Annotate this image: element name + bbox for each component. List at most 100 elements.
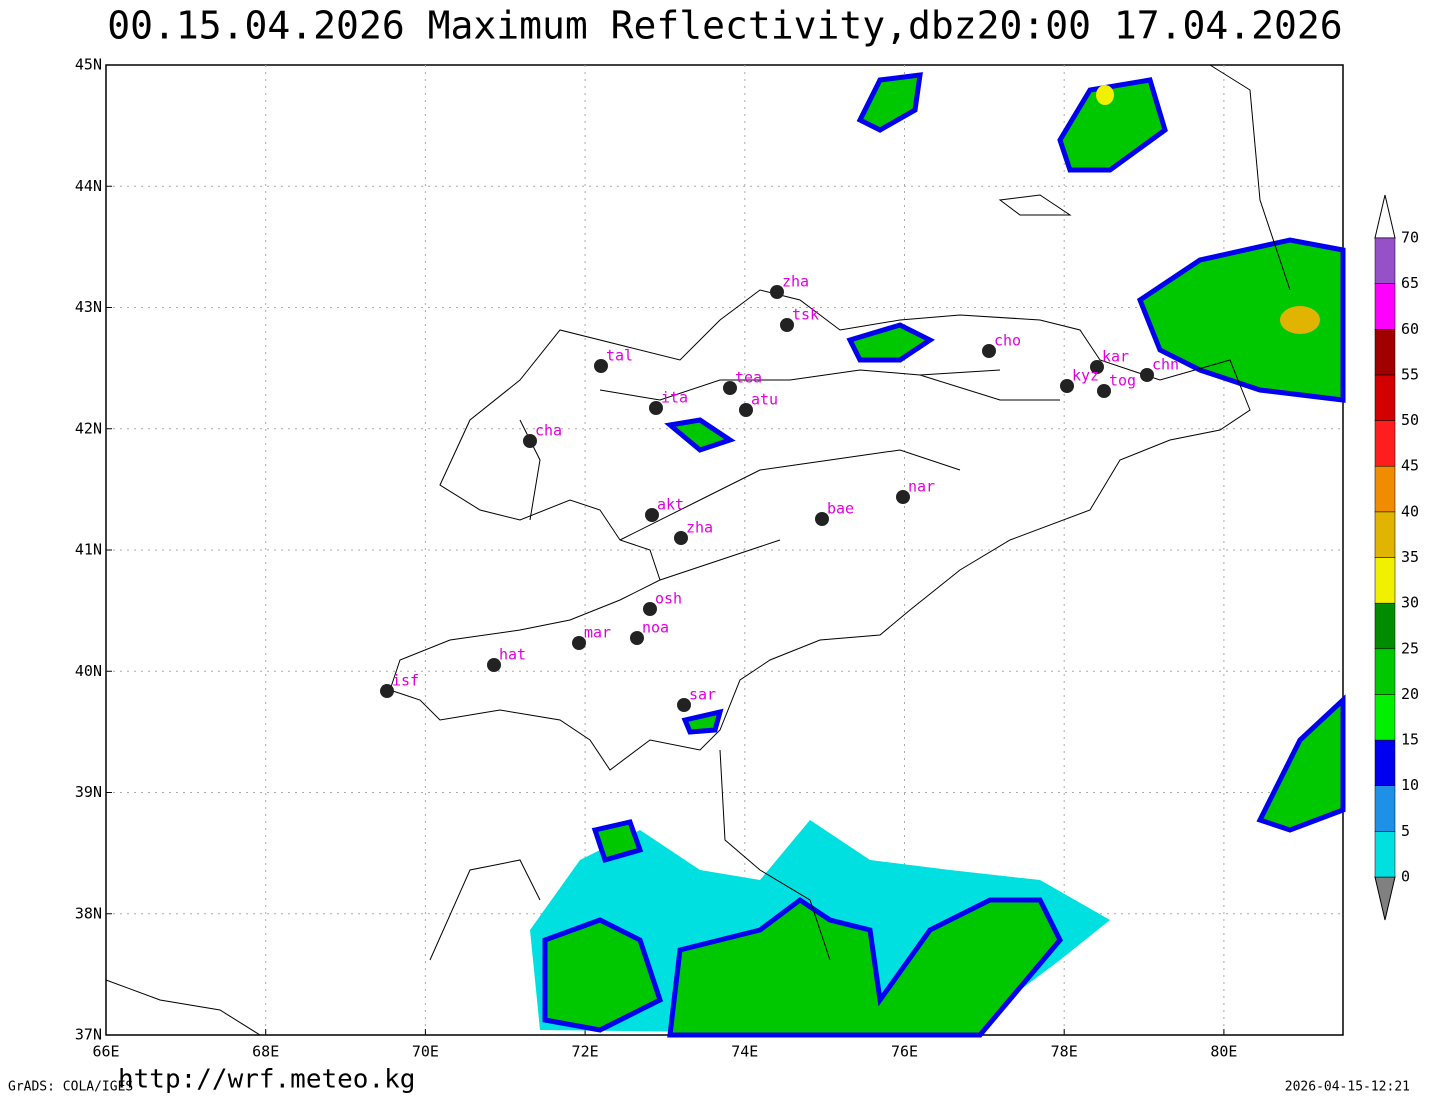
station-dot [674, 531, 688, 545]
echo-area [591, 819, 644, 864]
colorbar-label: 70 [1401, 229, 1419, 247]
station-dot [1140, 368, 1154, 382]
echo-area [1256, 694, 1346, 833]
station-dot [649, 401, 663, 415]
colorbar-top-arrow [1374, 194, 1396, 239]
radar-echoes [530, 72, 1346, 1038]
grid: 66E 68E 70E 72E 74E 76E 78E 80E 37N 38N 39N 40N 41N 4… [75, 56, 1343, 1061]
station-label: noa [642, 619, 669, 637]
lon-tick-label: 74E [731, 1043, 758, 1061]
station-label: isf [392, 672, 419, 690]
station-label: cha [535, 422, 562, 440]
station-label: tsk [792, 306, 819, 324]
colorbar-label: 40 [1401, 502, 1419, 520]
station-dot [487, 658, 501, 672]
lat-tick-label: 40N [75, 662, 102, 680]
echo-area [542, 917, 664, 1033]
echo-area [667, 896, 1063, 1038]
colorbar-box [1374, 374, 1396, 421]
colorbar-bottom-arrow [1374, 876, 1396, 921]
colorbar-label: 65 [1401, 274, 1419, 292]
country-border [105, 64, 1291, 1036]
station-label: nar [908, 478, 935, 496]
colorbar-box [1374, 557, 1396, 604]
station-label: atu [751, 391, 778, 409]
country-border [389, 289, 1251, 771]
station-dot [982, 344, 996, 358]
lat-tick-label: 37N [75, 1026, 102, 1044]
station-dot [572, 636, 586, 650]
colorbar-box [1374, 237, 1396, 284]
station-dot [1090, 360, 1104, 374]
station-dot [523, 434, 537, 448]
borders [105, 64, 1291, 1036]
colorbar-box [1374, 511, 1396, 558]
lon-tick-label: 72E [572, 1043, 599, 1061]
echo-area [856, 72, 923, 133]
lat-tick-label: 45N [75, 56, 102, 74]
station-dot [770, 285, 784, 299]
colorbar-label: 55 [1401, 365, 1419, 383]
colorbar-label: 60 [1401, 320, 1419, 338]
station-label: kar [1102, 348, 1129, 366]
colorbar-box [1374, 602, 1396, 650]
colorbar-label: 30 [1401, 594, 1419, 612]
map-title: 00.15.04.2026 Maximum Reflectivity,dbz20… [107, 4, 1342, 48]
colorbar-label: 35 [1401, 548, 1419, 566]
lat-tick-label: 39N [75, 783, 102, 801]
echo-area [664, 417, 736, 453]
echo-area [681, 708, 724, 735]
echo-core [1280, 306, 1320, 334]
station-label: kyz [1072, 367, 1099, 385]
colorbar-label: 10 [1401, 776, 1419, 794]
station-dot [739, 403, 753, 417]
station-label: akt [657, 496, 684, 514]
software-credit: GrADS: COLA/IGES [8, 1080, 133, 1095]
colorbar-box [1374, 739, 1396, 786]
colorbar-box [1374, 694, 1396, 741]
echo-area [846, 322, 935, 363]
website-url: http://wrf.meteo.kg [118, 1065, 415, 1095]
colorbar-label: 0 [1401, 868, 1410, 886]
lat-tick-label: 43N [75, 298, 102, 316]
station-label: zha [686, 519, 713, 537]
station-dot [723, 381, 737, 395]
station-label: sar [689, 686, 716, 704]
station-label: zha [782, 273, 809, 291]
lon-tick-label: 80E [1210, 1043, 1237, 1061]
station-label: tog [1109, 372, 1136, 390]
colorbar-box [1374, 420, 1396, 467]
station-dot [645, 508, 659, 522]
lat-tick-label: 44N [75, 177, 102, 195]
station-label: ita [661, 389, 688, 407]
lon-tick-label: 76E [891, 1043, 918, 1061]
lon-tick-label: 68E [252, 1043, 279, 1061]
timestamp: 2026-04-15-12:21 [1285, 1080, 1410, 1095]
station-dot [780, 318, 794, 332]
station-dot [896, 490, 910, 504]
region-border [519, 369, 1060, 581]
station-label: mar [584, 624, 611, 642]
colorbar-box [1374, 329, 1396, 376]
lat-tick-label: 42N [75, 419, 102, 437]
lat-tick-label: 41N [75, 541, 102, 559]
station-label: tea [735, 369, 762, 387]
station-dot [630, 631, 644, 645]
station-dot [643, 602, 657, 616]
station-label: cho [994, 332, 1021, 350]
station-dot [380, 684, 394, 698]
lon-tick-label: 66E [92, 1043, 119, 1061]
colorbar-box [1374, 648, 1396, 695]
colorbar-box [1374, 785, 1396, 832]
lon-tick-label: 78E [1051, 1043, 1078, 1061]
lat-tick-label: 38N [75, 904, 102, 922]
colorbar-box [1374, 831, 1396, 878]
station-dot [815, 512, 829, 526]
colorbar-label: 5 [1401, 822, 1410, 840]
colorbar-label: 45 [1401, 457, 1419, 475]
station-dot [677, 698, 691, 712]
station-dot [1060, 379, 1074, 393]
colorbar-label: 25 [1401, 639, 1419, 657]
colorbar-label: 15 [1401, 731, 1419, 749]
